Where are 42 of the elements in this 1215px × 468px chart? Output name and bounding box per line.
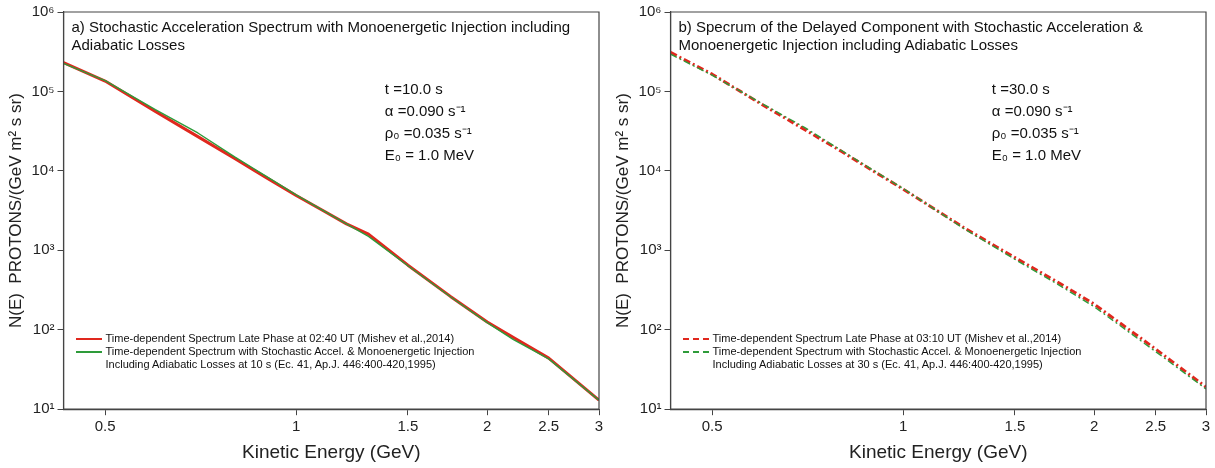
x-axis-title: Kinetic Energy (GeV) [849, 440, 1028, 462]
y-tick-label: 10³ [639, 240, 662, 258]
y-tick-label: 10⁴ [638, 161, 662, 179]
x-tick-label: 2 [483, 417, 492, 435]
y-axis-title: N(E) PROTONS/(GeV m² s sr) [5, 93, 25, 329]
x-tick-label: 1.5 [397, 417, 419, 435]
annotation: t =30.0 s [991, 79, 1051, 99]
text: a) Stochastic Acceleration Spectrum with Monoenergetic Injection including Adiabatic Losses [71, 18, 572, 54]
legend-label: Time-dependent Spectrum Late Phase at 03:10 UT (Mishev et al.,2014) [712, 332, 1062, 346]
y-tick-label: 10⁴ [31, 161, 55, 179]
y-tick-label: 10⁵ [31, 81, 55, 99]
x-tick-label: 2 [1090, 417, 1099, 435]
x-tick-label: 0.5 [701, 417, 723, 435]
x-tick-label: 3 [1201, 417, 1211, 435]
legend-label: Time-dependent Spectrum with Stochastic Accel. & Monoenergetic Injection Including Adiabatic Losses at 10 s (Ec. 41, Ap.J. 446:400-420,1995) [105, 345, 476, 372]
y-tick-label: 10² [639, 319, 662, 337]
legend-label: Time-dependent Spectrum with Stochastic Accel. & Monoenergetic Injection Including Adiabatic Losses at 30 s (Ec. 41, Ap.J. 446:400-420,1995) [712, 345, 1083, 372]
y-tick-label: 10¹ [639, 399, 662, 417]
x-tick-label: 1 [899, 417, 908, 435]
text: b) Specrum of the Delayed Component with Stochastic Acceleration & Monoenergetic Injection including Adiabatic Losses [678, 18, 1144, 54]
y-tick-label: 10² [32, 319, 55, 337]
y-tick-label: 10⁵ [638, 81, 662, 99]
annotation: α =0.090 s⁻¹ [384, 101, 467, 121]
y-tick-label: 10³ [32, 240, 55, 258]
annotation: t =10.0 s [384, 79, 444, 99]
annotation: ρ₀ =0.035 s⁻¹ [384, 123, 473, 143]
y-tick-label: 10⁶ [638, 2, 662, 20]
y-tick-label: 10¹ [32, 399, 55, 417]
annotation: E₀ = 1.0 MeV [384, 145, 474, 165]
x-tick-label: 2.5 [538, 417, 560, 435]
y-axis-title: N(E) PROTONS/(GeV m² s sr) [612, 93, 632, 329]
x-axis-title: Kinetic Energy (GeV) [242, 440, 421, 462]
x-tick-label: 0.5 [94, 417, 116, 435]
legend-label: Time-dependent Spectrum Late Phase at 02:40 UT (Mishev et al.,2014) [105, 332, 455, 346]
annotation: α =0.090 s⁻¹ [991, 101, 1074, 121]
y-tick-label: 10⁶ [31, 2, 55, 20]
x-tick-label: 1.5 [1004, 417, 1026, 435]
x-tick-label: 2.5 [1145, 417, 1167, 435]
annotation: ρ₀ =0.035 s⁻¹ [991, 123, 1080, 143]
x-tick-label: 1 [292, 417, 301, 435]
x-tick-label: 3 [594, 417, 604, 435]
annotation: E₀ = 1.0 MeV [991, 145, 1081, 165]
